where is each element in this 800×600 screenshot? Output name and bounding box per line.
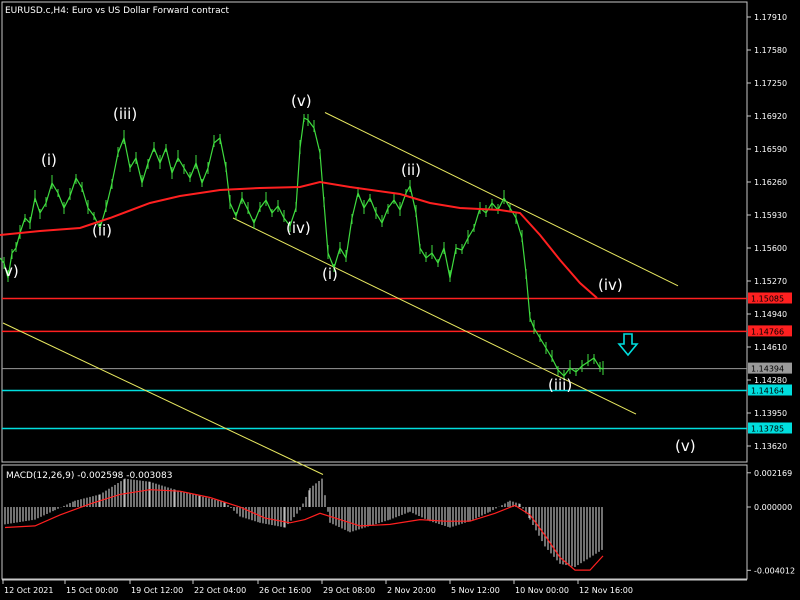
level-tag-label: 1.14164 — [751, 387, 784, 396]
time-tick-label: 19 Oct 12:00 — [131, 586, 183, 595]
channel-line — [232, 217, 637, 415]
time-tick-label: 22 Oct 04:00 — [194, 586, 246, 595]
wave-label: (iii) — [113, 105, 137, 123]
time-tick-label: 12 Nov 16:00 — [579, 586, 633, 595]
price-tick-label: 1.16590 — [754, 145, 787, 154]
wave-label: (iv) — [286, 219, 311, 237]
level-tag-bg — [748, 384, 792, 396]
wave-label: (iii) — [548, 376, 572, 394]
wave-label: v) — [4, 262, 19, 280]
time-tick-label: 26 Oct 16:00 — [259, 586, 311, 595]
macd-signal-line — [4, 489, 604, 571]
price-tick-label: 1.17580 — [754, 46, 787, 55]
level-tag-label: 1.15085 — [751, 295, 784, 304]
price-series — [0, 114, 604, 380]
time-tick-label: 2 Nov 20:00 — [387, 586, 436, 595]
channel-line — [324, 112, 679, 287]
macd-panel-frame — [1, 464, 748, 580]
price-tick-label: 1.17250 — [754, 79, 787, 88]
level-tag-bg — [748, 422, 792, 434]
price-tick-label: 1.14280 — [754, 376, 787, 385]
channel-line — [2, 322, 324, 475]
price-axis: 1.17910 1.17580 1.17250 1.16920 1.16590 1.162… — [747, 13, 787, 451]
level-tag-bg — [748, 325, 792, 337]
price-tick-label: 1.16920 — [754, 112, 787, 121]
level-tags: 1.15085 1.14766 1.14394 1.14164 1.13785 — [748, 292, 792, 434]
wave-label: (iv) — [598, 276, 623, 294]
macd-label: MACD(12,26,9) -0.002598 -0.003083 — [6, 471, 172, 481]
macd-tick-label: 0.000000 — [754, 503, 792, 512]
price-tick-label: 1.15600 — [754, 244, 787, 253]
price-line — [0, 117, 604, 377]
price-tick-label: 1.14940 — [754, 310, 787, 319]
wave-label: (v) — [675, 437, 696, 455]
time-axis: 12 Oct 2021 15 Oct 00:00 19 Oct 12:00 22 Oc… — [2, 580, 633, 595]
time-tick-label: 12 Oct 2021 — [4, 586, 53, 595]
macd-tick-label: -0.004012 — [754, 566, 795, 575]
wave-label: (i) — [322, 265, 338, 283]
macd-axis: 0.002169 0.000000 -0.004012 — [747, 469, 795, 575]
price-tick-label: 1.14610 — [754, 343, 787, 352]
wave-labels: v) (i) (ii) (iii) (iv) (v) (i) (ii) (iii) (iv) (v) — [4, 92, 696, 455]
price-tick-label: 1.15270 — [754, 277, 787, 286]
ma-line — [0, 180, 598, 299]
time-tick-label: 15 Oct 00:00 — [66, 586, 118, 595]
price-tick-label: 1.16260 — [754, 178, 787, 187]
level-tag-bg — [748, 292, 792, 304]
price-tick-label: 1.13620 — [754, 442, 787, 451]
wave-label: (ii) — [92, 222, 112, 240]
price-tick-label: 1.15930 — [754, 211, 787, 220]
price-tick-label: 1.17910 — [754, 13, 787, 22]
channel-lines — [2, 112, 679, 475]
level-tag-bg — [748, 362, 792, 374]
wave-label: (i) — [41, 151, 57, 169]
down-arrow-icon — [617, 333, 639, 357]
macd-tick-label: 0.002169 — [754, 469, 792, 478]
macd-signal — [4, 489, 604, 571]
time-tick-label: 10 Nov 00:00 — [515, 586, 569, 595]
chart-title: EURUSD.c,H4: Euro vs US Dollar Forward c… — [5, 6, 230, 16]
wave-label: (ii) — [401, 161, 421, 179]
price-panel-frame — [1, 1, 748, 463]
arrow-marker — [617, 333, 639, 357]
level-tag-label: 1.14766 — [751, 327, 784, 336]
wave-label: (v) — [291, 92, 312, 110]
macd-histogram — [4, 478, 603, 567]
moving-average — [0, 180, 598, 299]
time-tick-label: 5 Nov 12:00 — [451, 586, 500, 595]
horizontal-levels — [2, 297, 747, 430]
level-tag-label: 1.14394 — [751, 365, 784, 374]
time-tick-label: 29 Oct 08:00 — [323, 586, 375, 595]
level-tag-label: 1.13785 — [751, 425, 784, 434]
price-tick-label: 1.13950 — [754, 409, 787, 418]
